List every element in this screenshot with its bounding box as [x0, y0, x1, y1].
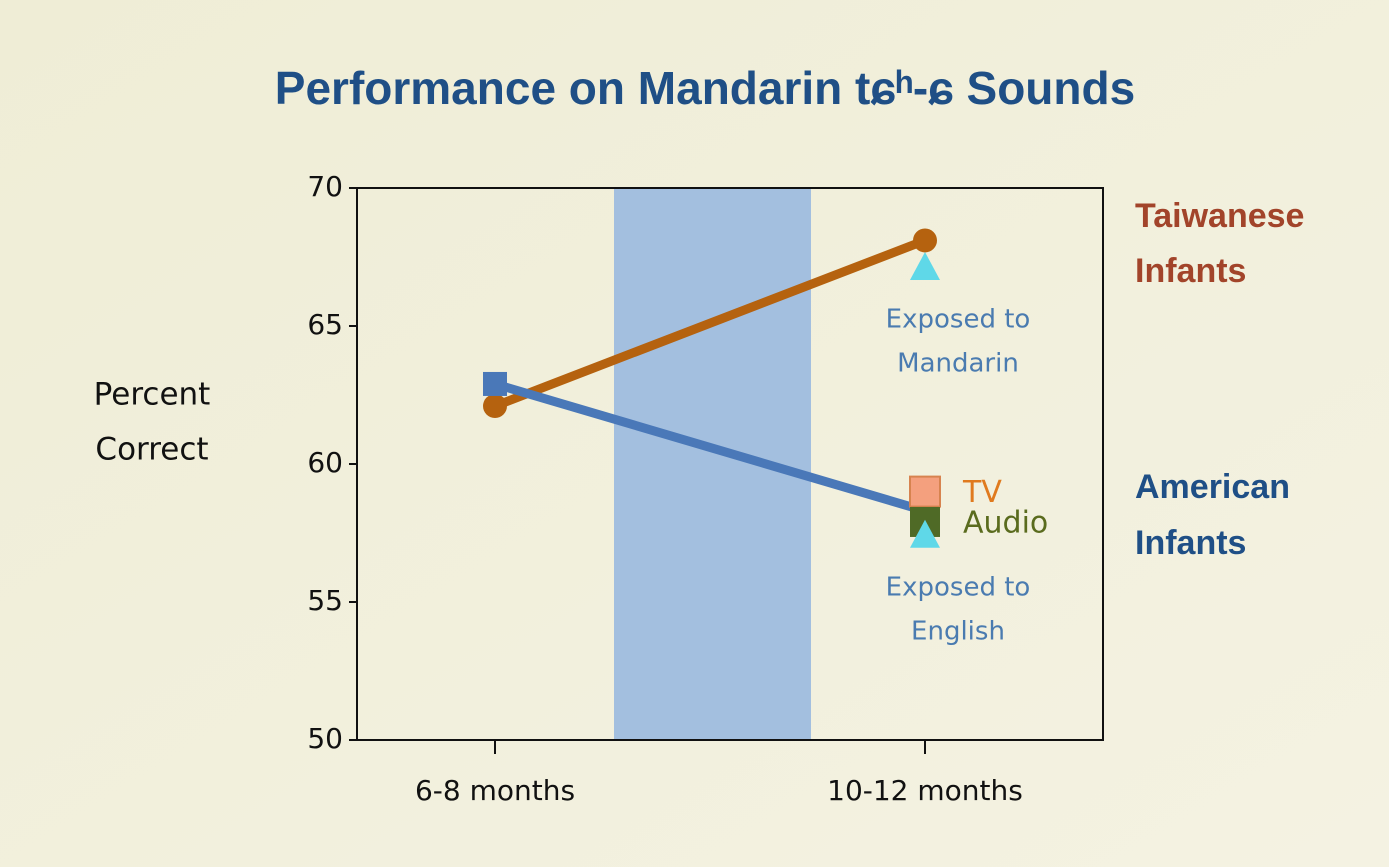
annotation: Mandarin [897, 349, 1019, 379]
series-line [490, 379, 930, 516]
point-label: TV [962, 475, 1002, 510]
series-label: Infants [1135, 524, 1246, 562]
series-label: American [1135, 468, 1290, 506]
series-label: Infants [1135, 252, 1246, 290]
point-marker [910, 252, 940, 281]
y-tick-label: 65 [307, 308, 343, 341]
marker [483, 394, 507, 419]
series-label: Taiwanese [1135, 197, 1304, 235]
annotation: Exposed to [886, 305, 1031, 335]
marker [483, 371, 507, 396]
annotation: English [911, 616, 1005, 646]
point-marker [910, 519, 940, 548]
y-axis-label: Percent [94, 377, 211, 413]
x-tick-label: 6-8 months [415, 774, 575, 807]
y-tick-label: 55 [307, 584, 343, 617]
series-line [490, 235, 930, 411]
y-tick-label: 60 [307, 446, 343, 479]
chart-title: Performance on Mandarin tɕʰ-ɕ Sounds [275, 62, 1135, 114]
marker [913, 228, 937, 253]
y-tick-label: 70 [307, 170, 343, 203]
point-marker [909, 475, 941, 508]
annotation: Exposed to [886, 572, 1031, 602]
y-tick-label: 50 [307, 722, 343, 755]
point-label: Audio [963, 505, 1048, 540]
y-axis-label: Correct [95, 432, 208, 468]
x-tick-label: 10-12 months [827, 774, 1023, 807]
